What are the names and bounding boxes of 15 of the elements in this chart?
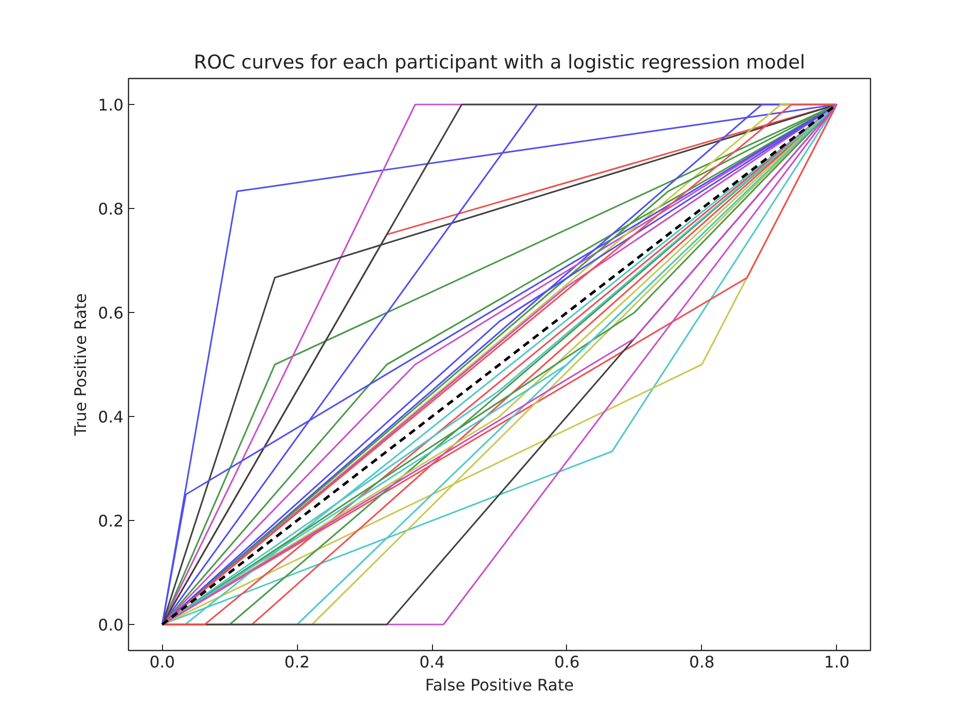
y-tick-label: 0.0 (98, 616, 124, 634)
y-tick-label: 0.4 (98, 408, 124, 426)
x-tick-label: 0.0 (150, 652, 175, 672)
x-tick-label: 0.2 (284, 652, 310, 672)
y-tick-label: 1.0 (98, 96, 124, 114)
y-tick-label: 0.6 (98, 304, 124, 322)
x-axis-title: False Positive Rate (425, 676, 574, 694)
y-tick-label: 0.2 (98, 512, 124, 530)
x-tick-label: 0.8 (689, 652, 715, 672)
x-tick-label: 0.4 (419, 652, 445, 672)
y-axis-title: True Positive Rate (71, 293, 90, 437)
y-tick-label: 0.8 (98, 200, 124, 218)
chart-title: ROC curves for each participant with a logistic regression model (194, 52, 806, 74)
x-tick-label: 1.0 (824, 652, 850, 672)
x-tick-label: 0.6 (554, 652, 580, 672)
